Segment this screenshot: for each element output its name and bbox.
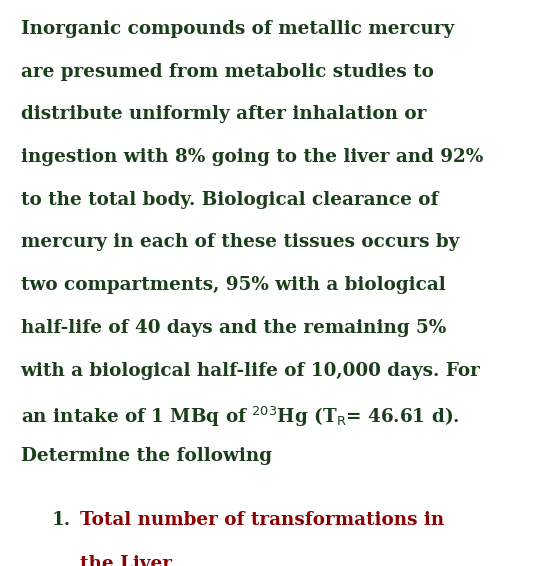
Text: Determine the following: Determine the following bbox=[21, 447, 272, 465]
Text: an intake of 1 MBq of $^{203}$Hg (T$_{\mathrm{R}}$= 46.61 d).: an intake of 1 MBq of $^{203}$Hg (T$_{\m… bbox=[21, 405, 459, 428]
Text: are presumed from metabolic studies to: are presumed from metabolic studies to bbox=[21, 63, 434, 80]
Text: mercury in each of these tissues occurs by: mercury in each of these tissues occurs … bbox=[21, 234, 459, 251]
Text: distribute uniformly after inhalation or: distribute uniformly after inhalation or bbox=[21, 105, 426, 123]
Text: 1.: 1. bbox=[51, 512, 70, 529]
Text: Total number of transformations in: Total number of transformations in bbox=[80, 512, 444, 529]
Text: two compartments, 95% with a biological: two compartments, 95% with a biological bbox=[21, 276, 445, 294]
Text: the Liver.: the Liver. bbox=[80, 555, 177, 566]
Text: to the total body. Biological clearance of: to the total body. Biological clearance … bbox=[21, 191, 438, 209]
Text: half-life of 40 days and the remaining 5%: half-life of 40 days and the remaining 5… bbox=[21, 319, 446, 337]
Text: ingestion with 8% going to the liver and 92%: ingestion with 8% going to the liver and… bbox=[21, 148, 483, 166]
Text: with a biological half-life of 10,000 days. For: with a biological half-life of 10,000 da… bbox=[21, 362, 481, 380]
Text: Inorganic compounds of metallic mercury: Inorganic compounds of metallic mercury bbox=[21, 20, 454, 38]
